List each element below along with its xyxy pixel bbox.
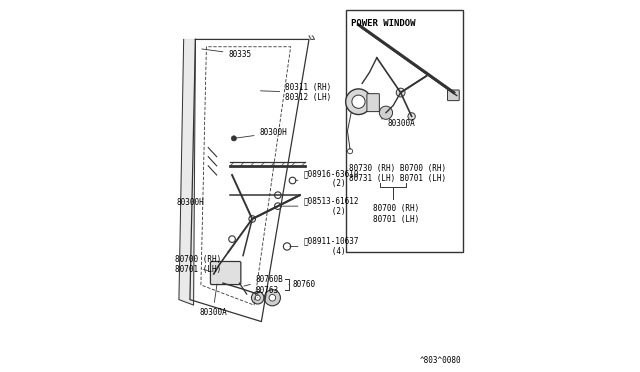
Text: 80700 (RH)
80701 (LH): 80700 (RH) 80701 (LH) (373, 204, 419, 224)
Text: 80300A: 80300A (381, 119, 415, 128)
Circle shape (264, 290, 280, 306)
Text: 80760: 80760 (289, 280, 316, 289)
Circle shape (380, 106, 392, 119)
Circle shape (252, 292, 264, 304)
Text: 80300A: 80300A (199, 284, 227, 317)
Text: 80300H: 80300H (237, 128, 287, 138)
Circle shape (231, 136, 236, 141)
Text: 80763: 80763 (256, 286, 279, 298)
Text: ^803^0080: ^803^0080 (419, 356, 461, 365)
Text: Ⓝ08513-61612
      (2): Ⓝ08513-61612 (2) (281, 196, 359, 216)
Bar (346, 10, 463, 252)
FancyBboxPatch shape (447, 90, 460, 100)
Text: Ⓥ08916-63610
      (2): Ⓥ08916-63610 (2) (295, 169, 359, 188)
Circle shape (228, 236, 236, 243)
Text: 80300H: 80300H (177, 198, 204, 207)
FancyBboxPatch shape (367, 94, 380, 112)
Circle shape (346, 89, 371, 115)
Circle shape (255, 295, 260, 300)
Circle shape (275, 203, 281, 209)
Text: 80730 (RH) B0700 (RH)
80731 (LH) B0701 (LH): 80730 (RH) B0700 (RH) 80731 (LH) B0701 (… (349, 164, 445, 183)
Polygon shape (309, 36, 314, 39)
Circle shape (284, 243, 291, 250)
Circle shape (275, 192, 281, 198)
Circle shape (408, 113, 415, 120)
Text: 80760B: 80760B (244, 275, 284, 286)
Text: Ⓛ08911-10637
      (4): Ⓛ08911-10637 (4) (290, 237, 359, 256)
Circle shape (269, 295, 276, 301)
Circle shape (352, 95, 365, 108)
Polygon shape (179, 39, 195, 305)
Text: 80700 (RH)
80701 (LH): 80700 (RH) 80701 (LH) (175, 255, 221, 275)
Text: POWER WINDOW: POWER WINDOW (351, 19, 415, 28)
Circle shape (348, 149, 353, 154)
FancyBboxPatch shape (211, 262, 241, 285)
Circle shape (396, 88, 405, 97)
Text: 80335: 80335 (202, 49, 252, 58)
Circle shape (289, 177, 296, 184)
Circle shape (249, 216, 255, 222)
Text: 80311 (RH)
80312 (LH): 80311 (RH) 80312 (LH) (260, 83, 332, 102)
